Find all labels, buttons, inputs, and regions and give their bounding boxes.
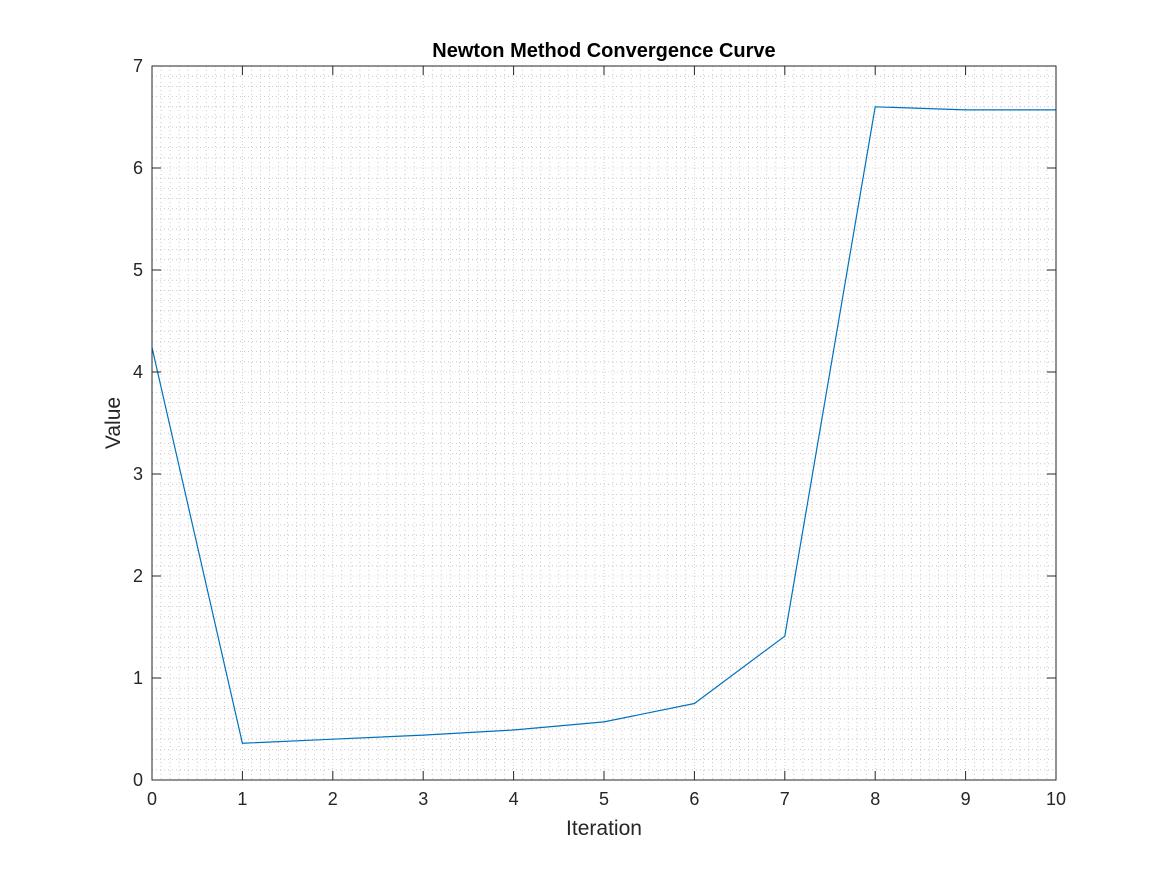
x-tick-label: 3 (418, 789, 428, 809)
data-point (784, 635, 786, 637)
x-axis-label: Iteration (566, 817, 642, 840)
data-point (422, 734, 424, 736)
x-tick-label: 6 (689, 789, 699, 809)
data-point (603, 721, 605, 723)
y-axis-label: Value (102, 397, 125, 449)
chart-title: Newton Method Convergence Curve (432, 40, 775, 62)
x-tick-label: 8 (870, 789, 880, 809)
x-tick-label: 4 (509, 789, 519, 809)
x-tick-label: 2 (328, 789, 338, 809)
minor-grid (152, 66, 1056, 780)
y-tick-label: 0 (133, 770, 143, 790)
x-tick-label: 9 (961, 789, 971, 809)
y-tick-label: 5 (133, 260, 143, 280)
data-point (332, 738, 334, 740)
x-tick-labels: 0 1 2 3 4 5 6 7 8 9 10 (147, 789, 1066, 809)
y-tick-label: 3 (133, 464, 143, 484)
x-tick-label: 5 (599, 789, 609, 809)
x-tick-label: 7 (780, 789, 790, 809)
y-tick-label: 6 (133, 158, 143, 178)
x-tick-label: 10 (1046, 789, 1066, 809)
y-tick-label: 7 (133, 56, 143, 76)
data-point (693, 702, 696, 705)
x-tick-label: 0 (147, 789, 157, 809)
y-tick-labels: 0 1 2 3 4 5 6 7 (133, 56, 143, 790)
y-tick-label: 1 (133, 668, 143, 688)
data-point (513, 729, 515, 731)
data-point (241, 742, 243, 744)
axis-ticks (151, 65, 1057, 781)
y-tick-label: 4 (133, 362, 143, 382)
data-point (874, 106, 876, 108)
y-tick-label: 2 (133, 566, 143, 586)
x-tick-label: 1 (237, 789, 247, 809)
data-point (965, 109, 967, 111)
